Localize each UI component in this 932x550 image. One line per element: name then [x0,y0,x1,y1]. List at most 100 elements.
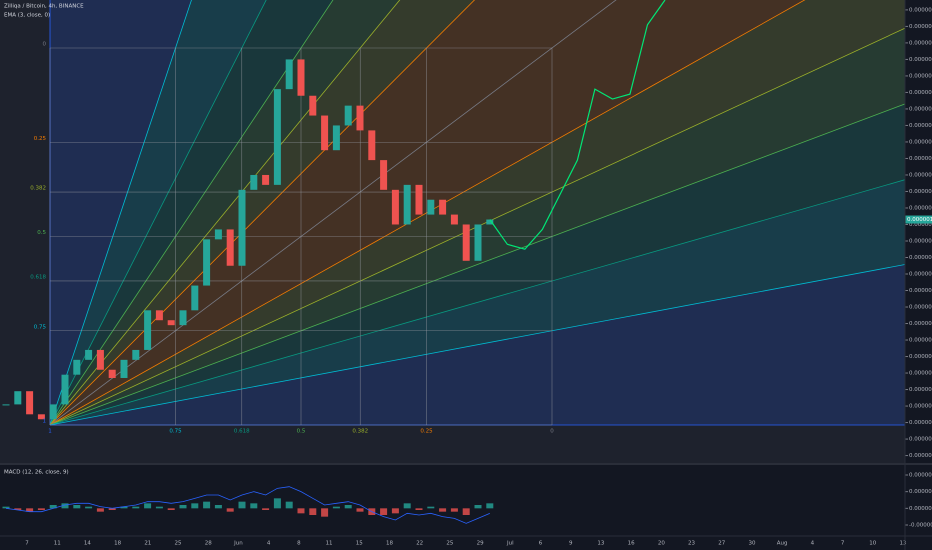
y-tick-label: 0.00000150 [909,288,932,294]
candle [439,199,447,215]
y-tick-label: 0.00000250 [909,123,932,129]
x-tick-label: 20 [658,541,665,547]
candle [85,349,93,360]
macd-histogram-bar [85,506,93,509]
macd-histogram-bar [155,506,163,509]
macd-histogram-bar [96,508,104,512]
x-tick-label: 28 [205,541,212,547]
candle [332,125,340,151]
macd-line [5,486,490,524]
macd-histogram-bar [238,501,246,509]
macd-histogram-bar [450,508,458,512]
macd-histogram-bar [403,503,411,509]
macd-histogram-bar [132,506,140,509]
fib-time-label: 0 [550,429,554,435]
y-tick-label: 0.00000230 [909,156,932,162]
macd-histogram-bar [120,506,128,509]
candle [356,105,364,131]
candle [321,115,329,151]
candle [120,359,128,378]
macd-histogram-bar [262,508,270,510]
projection-line [489,0,666,250]
macd-histogram-bar [285,501,293,509]
macd-title: MACD (12, 26, close, 9) [4,470,69,476]
candle [415,184,423,215]
macd-y-tick-label: 0.00000000 [909,506,932,512]
macd-histogram-bar [321,508,329,517]
fib-level-label: 0.5 [37,230,46,236]
y-tick-label: 0.00000170 [909,255,932,261]
y-tick-label: 0.00000240 [909,139,932,145]
fib-time-label: 1 [48,429,52,435]
candle [49,404,57,420]
macd-histogram-bar [380,508,388,515]
x-tick-label: 7 [25,541,29,547]
macd-histogram-bar [37,508,45,510]
macd-histogram-bar [344,505,352,509]
fib-level-label: 0.618 [30,274,46,280]
candle [344,105,352,126]
fib-level-label: 1 [43,419,47,425]
fib-time-label: 0.382 [352,429,368,435]
x-tick-label: 25 [446,541,453,547]
x-tick-label: 27 [718,541,725,547]
chart-title: Zilliqa / Bitcoin, 4h, BINANCE [4,4,84,10]
y-tick-label: 0.00000180 [909,238,932,244]
y-tick-label: 0.00000290 [909,57,932,63]
macd-y-tick-label: 0.00000020 [909,473,932,479]
candle [285,59,293,90]
x-tick-label: 11 [54,541,61,547]
y-tick-label: 0.00000300 [909,40,932,46]
macd-histogram-bar [356,508,364,512]
x-tick-label: 13 [597,541,604,547]
macd-histogram-bar [486,503,494,509]
x-tick-label: 11 [326,541,333,547]
last-price-tag [905,215,932,224]
candle [37,414,45,420]
macd-histogram-bar [462,508,470,515]
candle [2,404,10,406]
x-tick-label: 18 [114,541,121,547]
y-tick-label: 0.00000070 [909,420,932,426]
macd-histogram-bar [226,508,234,512]
fib-time-label: 0.25 [420,429,433,435]
candle [26,391,34,415]
macd-histogram-bar [108,508,116,510]
macd-histogram-bar [427,506,435,509]
macd-histogram-bar [250,503,258,509]
fib-level-label: 0.382 [30,186,46,192]
macd-histogram-bar [214,505,222,509]
fib-level-label: 0.75 [34,324,47,330]
y-tick-label: 0.00000220 [909,172,932,178]
x-tick-label: Aug [777,541,788,547]
macd-histogram-bar [309,508,317,515]
candle [403,184,411,225]
candle [167,320,175,326]
macd-histogram-bar [73,505,81,509]
macd-histogram-bar [203,501,211,509]
candle [262,174,270,185]
x-tick-label: 9 [569,541,573,547]
x-tick-label: 14 [84,541,91,547]
y-tick-label: 0.00000310 [909,24,932,30]
y-tick-label: 0.00000210 [909,189,932,195]
y-tick-label: 0.00000050 [909,453,932,459]
y-tick-label: 0.00000060 [909,437,932,443]
macd-histogram-bar [167,508,175,510]
candle [144,310,152,350]
candle [427,199,435,215]
candle [96,349,104,370]
x-tick-label: 29 [477,541,484,547]
x-tick-label: 18 [386,541,393,547]
macd-pane [2,486,494,524]
macd-histogram-bar [49,505,57,509]
y-tick-label: 0.00000080 [909,404,932,410]
candle [155,310,163,321]
x-tick-label: 6 [539,541,543,547]
macd-histogram-bar [61,503,69,509]
macd-histogram-bar [191,503,199,509]
x-tick-label: 8 [297,541,301,547]
macd-histogram-bar [26,508,34,512]
y-tick-label: 0.00000200 [909,205,932,211]
y-tick-label: 0.00000130 [909,321,932,327]
